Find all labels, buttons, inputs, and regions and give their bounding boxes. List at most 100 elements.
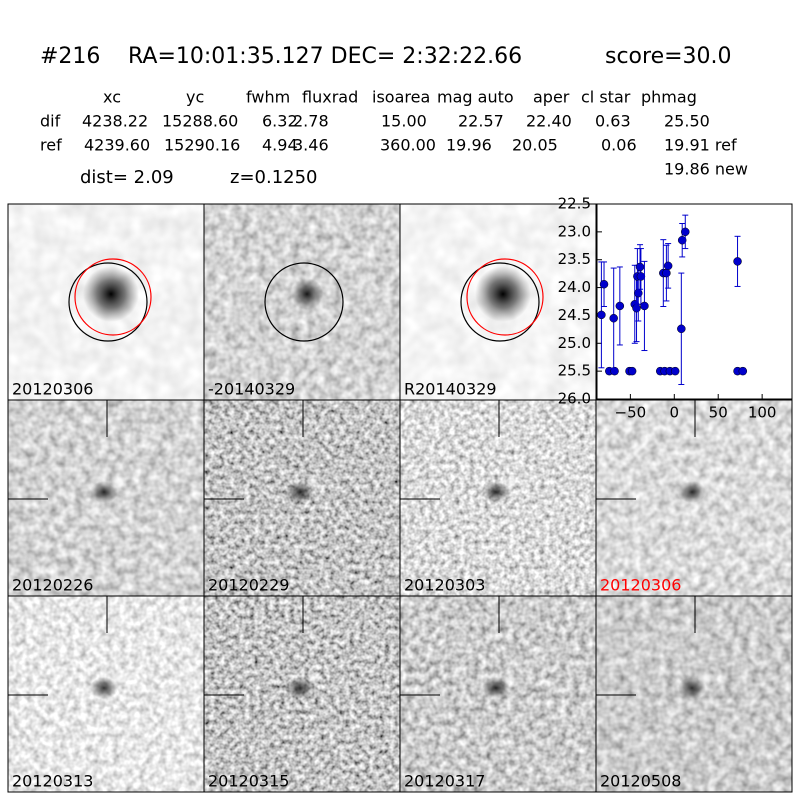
- source-blob: [90, 481, 118, 503]
- coordinates: RA=10:01:35.127 DEC= 2:32:22.66: [128, 44, 522, 69]
- aperture: [264, 262, 344, 342]
- y-tick-label: 23.5: [558, 250, 591, 268]
- cell: 20.05: [512, 136, 558, 155]
- cell: 22.40: [526, 112, 572, 131]
- marker: [610, 366, 619, 376]
- source-blob: [286, 481, 314, 503]
- cell: 15.00: [381, 112, 427, 131]
- marker: [597, 310, 606, 320]
- source-blob: [482, 677, 510, 699]
- cell: 4.94: [262, 136, 298, 155]
- tile-label: 20120226: [12, 576, 93, 595]
- x-tick-label: 50: [709, 404, 728, 422]
- source-halo: [697, 671, 715, 685]
- data-point: [599, 261, 609, 308]
- column-header: fluxrad: [302, 88, 358, 107]
- y-tick-label: 22.5: [558, 195, 591, 213]
- cell: 19.96: [446, 136, 492, 155]
- marker: [632, 303, 641, 313]
- tile-border: [595, 595, 793, 793]
- y-tick-label: 26.0: [558, 390, 591, 408]
- marker: [627, 366, 637, 376]
- tile-label: -20140329: [208, 380, 295, 399]
- x-tick-label: −50: [615, 404, 647, 422]
- tile-label: 20120317: [404, 772, 485, 791]
- y-tick-label: 24.0: [558, 278, 591, 296]
- column-header: aper: [533, 88, 570, 107]
- source-blob: [482, 481, 510, 503]
- data-point: [733, 235, 742, 287]
- column-header: fwhm: [246, 88, 290, 107]
- cell: 0.63: [595, 112, 631, 131]
- column-header: cl star: [581, 88, 631, 107]
- marker: [615, 301, 625, 311]
- redshift: z=0.1250: [230, 167, 318, 188]
- cell: 0.06: [601, 136, 637, 155]
- source-blob: [286, 677, 314, 699]
- marker: [640, 301, 649, 311]
- cell: 360.00: [380, 136, 436, 155]
- cell: 6.32: [262, 112, 298, 131]
- data-point: [627, 366, 637, 376]
- cell: 4239.60: [84, 136, 150, 155]
- tile-label: 20120229: [208, 576, 289, 595]
- aperture: [68, 262, 148, 342]
- cell: 3.46: [293, 136, 329, 155]
- data-point: [681, 214, 690, 250]
- plot-area: [596, 203, 793, 400]
- marker: [738, 366, 748, 376]
- y-tick-label: 25.0: [558, 334, 591, 352]
- y-tick-label: 25.5: [558, 362, 591, 380]
- marker: [663, 261, 673, 271]
- cell: 22.57: [458, 112, 504, 131]
- y-tick-label: 23.0: [558, 222, 591, 240]
- cell: 2.78: [293, 112, 329, 131]
- tile-label: 20120313: [12, 772, 93, 791]
- tile-label: 20120306: [600, 576, 681, 595]
- row-label: ref: [40, 136, 62, 155]
- cell: 19.91 ref: [664, 136, 737, 155]
- source-blob: [83, 266, 139, 322]
- marker: [670, 366, 680, 376]
- marker: [635, 262, 645, 272]
- tile-label: 20120306: [12, 380, 93, 399]
- source-halo: [305, 475, 323, 489]
- source-halo: [697, 475, 715, 489]
- column-header: mag auto: [437, 88, 514, 107]
- marker: [609, 313, 618, 323]
- tile-label: 20120303: [404, 576, 485, 595]
- x-tick-label: 0: [670, 404, 680, 422]
- marker: [636, 272, 646, 281]
- row-label: dif: [40, 112, 61, 131]
- data-point: [677, 272, 686, 386]
- data-point: [615, 266, 625, 346]
- column-header: isoarea: [372, 88, 430, 107]
- column-header: yc: [186, 88, 204, 107]
- source-halo: [305, 671, 323, 685]
- marker: [733, 257, 742, 266]
- marker: [662, 268, 671, 278]
- marker: [677, 235, 687, 245]
- data-point: [738, 366, 748, 376]
- source-blob: [678, 677, 706, 699]
- x-tick-label: 100: [748, 404, 777, 422]
- data-point: [670, 366, 680, 376]
- data-point: [635, 244, 645, 290]
- distance: dist= 2.09: [80, 167, 174, 188]
- column-header: phmag: [641, 88, 697, 107]
- data-point: [597, 261, 606, 369]
- aperture-ref: [74, 258, 152, 336]
- source-halo: [109, 671, 127, 685]
- source-halo: [501, 671, 519, 685]
- source-blob: [291, 278, 323, 310]
- aperture-ref: [466, 258, 544, 336]
- tile-label: 20120315: [208, 772, 289, 791]
- tile-label: 20120508: [600, 772, 681, 791]
- aperture: [460, 262, 540, 342]
- marker: [599, 279, 609, 289]
- source-blob: [90, 677, 118, 699]
- data-point: [609, 267, 618, 369]
- cell: 25.50: [664, 112, 710, 131]
